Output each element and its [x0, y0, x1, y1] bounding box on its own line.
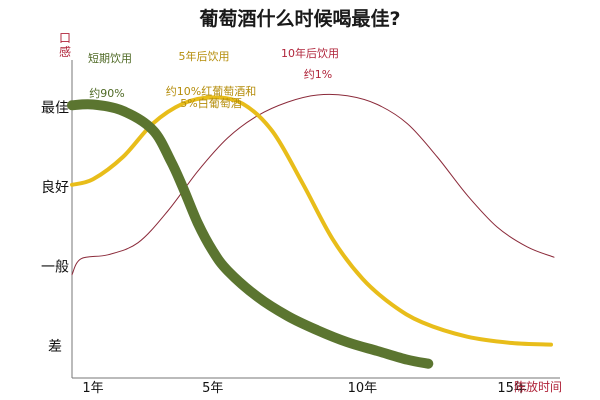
x-tick-label: 1年 [82, 381, 103, 396]
x-tick-label: 10年 [348, 381, 378, 396]
chart-title: 葡萄酒什么时候喝最佳? [199, 7, 400, 30]
x-tick-label: 15年 [497, 381, 527, 396]
series-name-label: 短期饮用 [88, 51, 132, 65]
series-name-label: 10年后饮用 [281, 46, 339, 60]
series-share-label: 约10%红葡萄酒和 5%白葡萄酒 [166, 85, 256, 110]
series-line-short-term [67, 99, 434, 369]
series-line-5-year [70, 95, 553, 347]
y-tick-label: 差 [48, 339, 62, 355]
y-tick-label: 一般 [41, 260, 69, 276]
series-share-label: 约90% [89, 87, 124, 100]
series-name-label: 5年后饮用 [179, 49, 230, 63]
series-share-label: 约1% [304, 68, 332, 81]
x-tick-label: 5年 [202, 381, 223, 396]
y-tick-label: 良好 [41, 180, 69, 196]
y-axis-label: 口感 [59, 31, 71, 59]
series-line-10-year [71, 93, 555, 276]
y-tick-label: 最佳 [41, 101, 69, 117]
x-axis-label: 陈放时间 [514, 379, 562, 394]
